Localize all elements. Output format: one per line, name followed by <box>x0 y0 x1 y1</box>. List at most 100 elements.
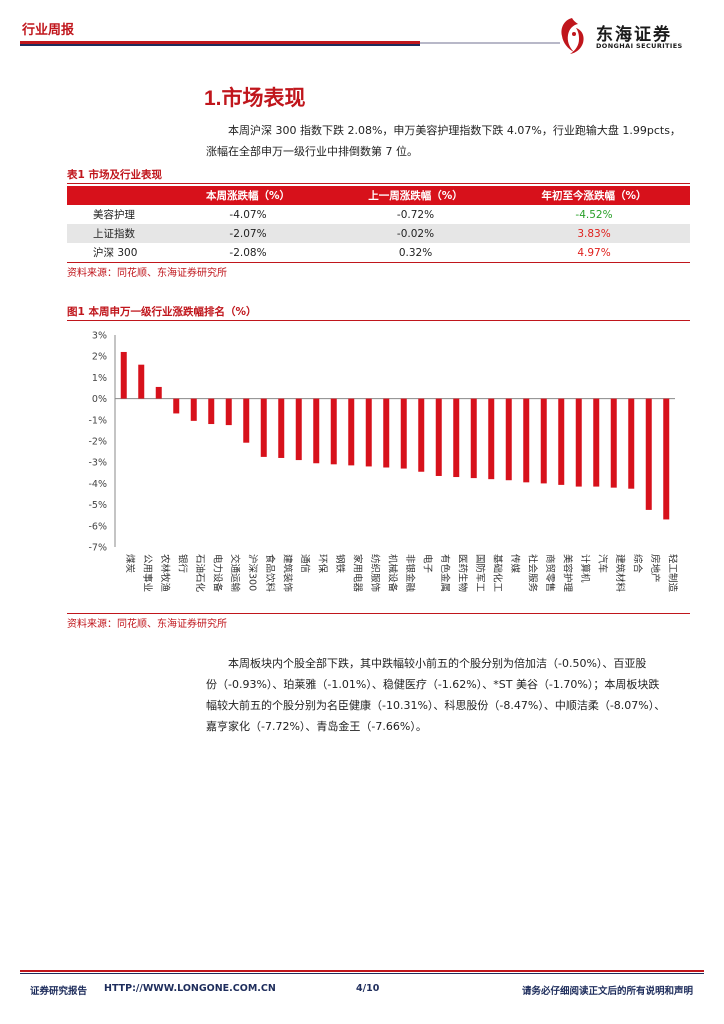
bar <box>575 398 582 487</box>
bar <box>295 398 302 461</box>
y-tick-label: -4% <box>89 479 108 490</box>
table-row: 上证指数 -2.07% -0.02% 3.83% <box>67 224 690 243</box>
bar <box>645 398 652 510</box>
table-header-cell: 年初至今涨跌幅（%） <box>498 186 690 205</box>
paragraph-line: 嘉亨家化（-7.72%）、青岛金王（-7.66%）。 <box>206 720 427 733</box>
bar <box>243 398 250 443</box>
header-rule-navy <box>20 44 420 46</box>
table-header-row: 本周涨跌幅（%） 上一周涨跌幅（%） 年初至今涨跌幅（%） <box>67 186 690 205</box>
x-tick-label: 美容护理 <box>561 554 573 593</box>
x-tick-label: 房地产 <box>649 554 661 583</box>
page-number: 4/10 <box>356 983 380 994</box>
footer-report-label: 证券研究报告 <box>30 986 88 997</box>
x-tick-label: 建筑装饰 <box>281 554 293 592</box>
x-tick-label: 传媒 <box>509 554 521 574</box>
logo-english-text: DONGHAI SECURITIES <box>596 42 683 50</box>
x-tick-label: 计算机 <box>579 554 591 583</box>
x-tick-label: 机械设备 <box>386 554 398 593</box>
x-tick-label: 家用电器 <box>351 554 363 593</box>
table-caption: 表1 市场及行业表现 <box>67 169 162 181</box>
bar <box>505 398 512 481</box>
paragraph-line: 本周板块内个股全部下跌，其中跌幅较小前五的个股分别为倍加洁（-0.50%）、百亚… <box>228 657 647 670</box>
ytd-change: 4.97% <box>577 246 611 259</box>
bar <box>558 398 565 485</box>
x-tick-label: 银行 <box>176 554 188 574</box>
table-bottom-rule <box>67 262 690 263</box>
week-change: -4.07% <box>229 208 267 221</box>
bar <box>225 398 232 426</box>
table-header-cell: 上一周涨跌幅（%） <box>333 186 498 205</box>
bar <box>453 398 460 478</box>
x-tick-label: 交通运输 <box>229 554 241 593</box>
paragraph-line: 份（-0.93%）、珀莱雅（-1.01%）、稳健医疗（-1.62%）、*ST 美… <box>206 678 660 691</box>
bar <box>278 398 285 458</box>
x-tick-label: 电力设备 <box>211 554 223 593</box>
x-tick-label: 煤炭 <box>124 554 136 574</box>
y-tick-label: -3% <box>89 458 108 469</box>
x-tick-label: 农林牧渔 <box>159 554 171 593</box>
bar <box>313 398 320 464</box>
paragraph-line: 幅较大前五的个股分别为名臣健康（-10.31%）、科思股份（-8.47%）、中顺… <box>206 699 666 712</box>
y-tick-label: 2% <box>92 352 107 363</box>
y-tick-label: -1% <box>89 415 108 426</box>
footer-website-link[interactable]: HTTP://WWW.LONGONE.COM.CN <box>104 983 276 994</box>
bar <box>435 398 442 476</box>
ytd-change: 3.83% <box>498 224 690 243</box>
market-performance-table: 本周涨跌幅（%） 上一周涨跌幅（%） 年初至今涨跌幅（%） 美容护理 -4.07… <box>67 186 690 262</box>
x-tick-label: 建筑材料 <box>614 554 626 593</box>
figure-bottom-rule <box>67 613 690 614</box>
table-header-cell <box>67 186 163 205</box>
x-tick-label: 医药生物 <box>456 554 468 593</box>
bar <box>155 386 162 399</box>
bar <box>628 398 635 489</box>
y-tick-label: -5% <box>89 500 108 511</box>
bar <box>523 398 530 483</box>
footer-disclaimer: 请务必仔细阅读正文后的所有说明和声明 <box>522 986 694 997</box>
table-row: 美容护理 -4.07% -0.72% -4.52% <box>67 205 690 224</box>
bar <box>138 364 145 399</box>
bar <box>173 398 180 414</box>
bar <box>663 398 670 520</box>
bar <box>190 398 197 421</box>
table-source-note: 资料来源：同花顺、东海证券研究所 <box>67 268 227 279</box>
y-tick-label: -2% <box>89 437 108 448</box>
figure-source-note: 资料来源：同花顺、东海证券研究所 <box>67 619 227 630</box>
row-name: 美容护理 <box>93 209 135 221</box>
ytd-change: -4.52% <box>575 208 613 221</box>
header-rule-red <box>20 41 420 44</box>
footer-rule-navy <box>20 973 704 974</box>
industry-return-bar-chart: 3% 2% 1% 0% -1% -2% -3% -4% -5% -6% -7% 煤炭 公用事业 农林牧渔银… <box>89 331 679 593</box>
x-tick-label: 公用事业 <box>141 554 153 592</box>
x-tick-label: 基础化工 <box>491 554 503 593</box>
y-tick-label: -7% <box>89 543 108 554</box>
x-tick-label: 纺织服饰 <box>369 554 381 592</box>
bar <box>383 398 390 468</box>
stock-summary-paragraph: 本周板块内个股全部下跌，其中跌幅较小前五的个股分别为倍加洁（-0.50%）、百亚… <box>206 653 665 737</box>
x-tick-label: 轻工制造 <box>666 554 678 593</box>
x-tick-label: 综合 <box>631 554 643 574</box>
bar <box>120 351 127 399</box>
footer-rule-red <box>20 970 704 972</box>
prev-week-change: 0.32% <box>398 246 433 259</box>
x-tick-label: 有色金属 <box>439 554 451 592</box>
bar <box>593 398 600 487</box>
caption-rule <box>67 183 690 184</box>
header-rule-grey <box>420 42 560 44</box>
y-tick-label: 3% <box>92 331 107 342</box>
x-tick-label: 石油石化 <box>194 554 206 593</box>
prev-week-change: -0.72% <box>396 208 435 221</box>
x-tick-label: 钢铁 <box>334 554 346 574</box>
x-tick-label: 电子 <box>421 554 433 574</box>
paragraph-line: 涨幅在全部申万一级行业中排倒数第 7 位。 <box>206 145 418 158</box>
x-tick-label: 沪深300 <box>246 554 258 591</box>
x-tick-label: 环保 <box>316 554 328 574</box>
row-name: 沪深 300 <box>93 247 138 259</box>
x-tick-label: 非银金融 <box>404 554 416 593</box>
x-tick-label: 国防军工 <box>474 554 486 593</box>
bar <box>330 398 337 465</box>
x-tick-label: 通信 <box>299 554 311 573</box>
bar <box>260 398 267 457</box>
x-tick-label: 汽车 <box>596 554 608 573</box>
bar <box>418 398 425 472</box>
row-name: 上证指数 <box>67 224 163 243</box>
